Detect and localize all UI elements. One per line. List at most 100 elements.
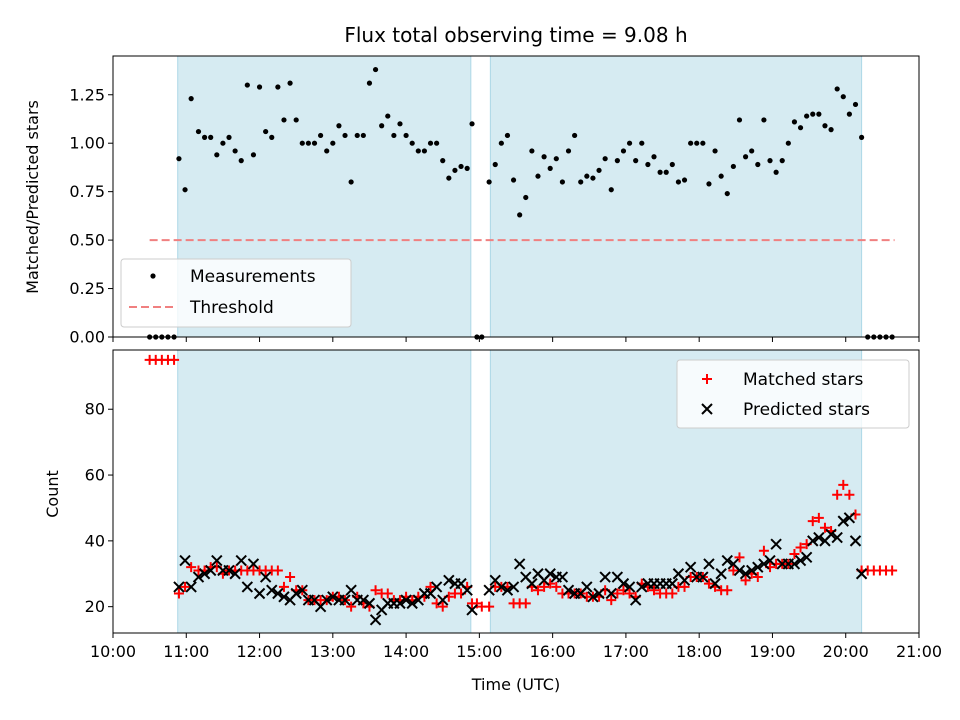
measurement-point: [397, 121, 403, 127]
predicted-star-point: [636, 581, 648, 593]
predicted-star-point: [321, 594, 333, 606]
predicted-star-point: [345, 584, 357, 596]
predicted-star-point: [733, 564, 746, 577]
matched-star-point: [740, 575, 751, 586]
measurement-point: [281, 117, 287, 123]
measurement-point: [336, 123, 342, 129]
predicted-star-point: [697, 571, 709, 583]
measurement-point: [559, 179, 566, 185]
measurement-point: [767, 158, 773, 164]
top-y-axis-label: Matched/Predicted stars: [23, 100, 42, 294]
measurement-point: [626, 140, 633, 146]
measurement-point: [421, 148, 428, 154]
measurement-point: [446, 175, 452, 181]
predicted-star-point: [758, 558, 770, 570]
predicted-star-point: [837, 515, 849, 527]
predicted-star-point: [369, 614, 382, 626]
measurement-point: [602, 156, 608, 162]
measurement-point: [541, 154, 547, 160]
matched-star-point: [679, 581, 690, 592]
measurement-point: [620, 148, 627, 154]
axes-frame: [112, 55, 920, 338]
predicted-star-point: [507, 581, 520, 593]
predicted-star-point: [855, 568, 868, 580]
x-tick-label: 15:00: [456, 642, 502, 661]
legend-measurement-marker: [150, 273, 156, 279]
measurement-point: [572, 132, 578, 139]
measurement-point: [840, 94, 846, 100]
predicted-star-point: [788, 558, 801, 570]
measurement-point: [584, 173, 590, 179]
predicted-star-point: [400, 594, 412, 606]
predicted-star-point: [173, 581, 185, 593]
measurement-point: [244, 82, 250, 88]
measurement-point: [415, 148, 421, 154]
predicted-star-point: [296, 584, 308, 596]
measurement-point: [226, 134, 232, 140]
measurement-point: [263, 128, 269, 135]
measurement-point: [366, 80, 373, 86]
predicted-star-point: [495, 581, 508, 593]
measurement-point: [324, 148, 330, 154]
measurement-point: [287, 80, 293, 86]
matched-star-point: [838, 479, 849, 490]
measurement-point: [816, 111, 822, 117]
measurement-point: [590, 175, 596, 181]
measurement-point: [565, 148, 572, 154]
measurement-point: [773, 169, 779, 175]
matched-star-point: [612, 588, 623, 599]
predicted-star-point: [266, 584, 278, 596]
measurement-point: [706, 181, 712, 187]
measurement-point: [182, 187, 188, 193]
legend-box: [676, 359, 910, 429]
measurement-point: [681, 177, 688, 183]
matched-star-point: [382, 588, 393, 599]
legend-box: [120, 258, 352, 328]
matched-star-point: [819, 522, 830, 533]
measurement-point: [614, 158, 620, 164]
predicted-star-point: [849, 535, 862, 547]
measurement-point: [360, 132, 366, 139]
matched-star-point: [758, 545, 769, 556]
predicted-star-point: [666, 577, 679, 590]
measurement-point: [645, 161, 651, 168]
measurement-point: [440, 158, 446, 164]
measurement-point: [797, 125, 804, 131]
predicted-star-point: [764, 554, 776, 567]
measurement-point: [651, 154, 657, 160]
matched-star-point: [807, 516, 818, 527]
matched-star-point: [539, 581, 550, 592]
predicted-star-point: [843, 512, 856, 524]
x-tick-label: 10:00: [90, 642, 136, 661]
predicted-star-point: [253, 587, 266, 600]
predicted-star-point: [406, 597, 418, 610]
measurement-point: [846, 111, 852, 117]
predicted-star-point: [593, 587, 605, 600]
y-tick-label: 1.25: [69, 85, 105, 104]
measurement-point: [547, 165, 553, 171]
x-tick-label: 17:00: [603, 642, 649, 661]
measurement-point: [299, 140, 305, 146]
predicted-star-point: [599, 571, 611, 583]
measurement-point: [176, 156, 182, 162]
measurement-point: [785, 140, 791, 146]
measurement-point: [232, 148, 238, 154]
y-tick-label: 60: [85, 466, 105, 485]
predicted-star-point: [629, 594, 642, 606]
predicted-star-point: [526, 577, 538, 590]
matched-star-point: [173, 588, 184, 599]
measurement-point: [700, 140, 706, 146]
measurement-point: [553, 156, 559, 162]
measurement-point: [214, 152, 220, 158]
predicted-star-point: [684, 561, 697, 573]
predicted-star-point: [501, 584, 514, 596]
y-tick-label: 0.00: [69, 328, 105, 347]
predicted-star-point: [721, 554, 733, 567]
x-axis-label: Time (UTC): [471, 675, 560, 694]
predicted-star-point: [394, 597, 406, 610]
measurement-point: [523, 194, 529, 201]
measurement-point: [804, 113, 810, 119]
measurement-point: [810, 111, 816, 117]
measurement-point: [379, 123, 385, 129]
measurement-point: [458, 163, 464, 170]
